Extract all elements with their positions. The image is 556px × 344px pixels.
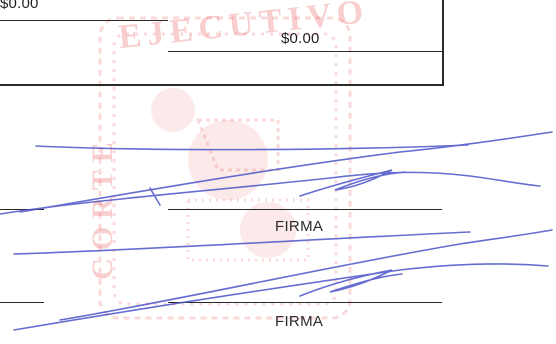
- box-right-border: [442, 0, 444, 86]
- signature-line-2: [168, 302, 442, 303]
- signature-stroke-2a: [13, 231, 471, 255]
- top-amount-value: $0.00: [0, 0, 39, 12]
- signature-label-2: FIRMA: [275, 313, 324, 330]
- signature-stroke-1a: [35, 144, 469, 151]
- signature-stroke-1d: [299, 169, 406, 197]
- stamp-graphic: [98, 16, 352, 320]
- official-stamp: EJECUTIVO CORTE: [78, 0, 378, 339]
- box-bottom-border: [0, 84, 444, 86]
- signature-stroke-2c: [59, 229, 553, 321]
- signature-stroke-2d: [299, 269, 403, 297]
- signature-stroke-2b: [13, 263, 549, 331]
- signature-left-line-2: [0, 302, 44, 303]
- box-amount-value: $0.00: [281, 30, 320, 47]
- signature-stroke-1e: [149, 187, 161, 206]
- signature-label-1: FIRMA: [275, 218, 324, 235]
- signature-left-line-1: [0, 209, 44, 210]
- signature-line-1: [168, 209, 442, 210]
- top-field-underline: [0, 20, 168, 21]
- box-inner-rule: [168, 51, 442, 52]
- signature-stroke-1b: [0, 171, 541, 215]
- signature-stroke-1c: [19, 131, 553, 213]
